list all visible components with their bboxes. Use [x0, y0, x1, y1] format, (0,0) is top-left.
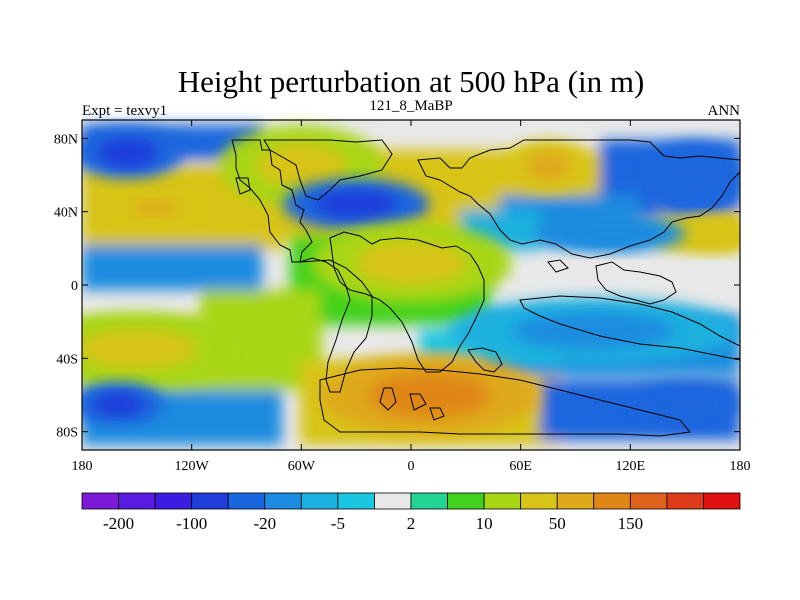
contour-feature-core-7	[571, 223, 653, 244]
colorbar-label: 150	[618, 514, 644, 533]
colorbar-box	[483, 492, 522, 510]
colorbar-box	[374, 492, 412, 510]
contour-feature-core-6	[688, 223, 737, 244]
colorbar-label: 10	[476, 514, 493, 533]
colorbar-box	[410, 492, 448, 510]
colorbar-box	[593, 492, 631, 510]
chart-title: Height perturbation at 500 hPa (in m)	[178, 64, 645, 99]
contour-feature-core-11	[368, 372, 490, 418]
y-tick-label: 0	[71, 279, 78, 294]
contour-feature-core-10	[513, 312, 675, 349]
colorbar-box	[703, 492, 741, 510]
contour-feature-core-4	[525, 151, 571, 180]
x-tick-label: 120E	[616, 459, 646, 474]
x-axis: 180 120W 60W 0 60E 120E 180	[72, 120, 751, 474]
contour-feature-core-12	[93, 392, 144, 417]
contour-feature-core-8	[355, 240, 467, 286]
colorbar-box	[264, 492, 302, 510]
colorbar-box	[300, 492, 339, 510]
contour-feature-core-9	[82, 329, 198, 370]
colorbar-label: -5	[331, 514, 345, 533]
colorbar-box	[666, 492, 704, 510]
colorbar-box	[556, 492, 595, 510]
y-tick-label: 40S	[56, 352, 78, 367]
colorbar-box	[81, 492, 119, 510]
colorbar-label: 2	[407, 514, 416, 533]
contour-feature-core-13	[655, 392, 716, 417]
contour-feature-core-1	[135, 199, 176, 217]
y-tick-label: 40N	[54, 206, 78, 221]
right-string: ANN	[708, 103, 741, 119]
left-string: Expt = texvy1	[82, 103, 167, 119]
x-tick-label: 60W	[288, 459, 316, 474]
y-tick-label: 80S	[56, 426, 78, 441]
colorbar-box	[227, 492, 266, 510]
colorbar: -200 -100 -20 -5 2 10 50 150	[81, 492, 741, 533]
x-tick-label: 120W	[175, 459, 210, 474]
contour-features	[82, 125, 740, 436]
colorbar-box	[154, 492, 193, 510]
colorbar-box	[447, 492, 485, 510]
contour-feature-core-3	[315, 190, 397, 219]
colorbar-box	[629, 492, 668, 510]
colorbar-label: 50	[549, 514, 566, 533]
colorbar-label: -200	[103, 514, 134, 533]
colorbar-label: -20	[253, 514, 276, 533]
x-tick-label: 0	[408, 459, 415, 474]
x-tick-label: 180	[72, 459, 93, 474]
center-string: 121_8_MaBP	[369, 98, 452, 114]
colorbar-label: -100	[176, 514, 207, 533]
x-tick-label: 180	[730, 459, 751, 474]
coastlines	[231, 139, 740, 437]
colorbar-box	[118, 492, 156, 510]
contour-feature-core-0	[97, 138, 158, 168]
contour-feature-core-5	[666, 158, 723, 199]
y-tick-label: 80N	[54, 132, 78, 147]
colorbar-box	[520, 492, 558, 510]
y-axis: 80N 40N 0 40S 80S	[54, 132, 740, 441]
colorbar-box	[337, 492, 375, 510]
colorbar-box	[191, 492, 229, 510]
x-tick-label: 60E	[509, 459, 532, 474]
